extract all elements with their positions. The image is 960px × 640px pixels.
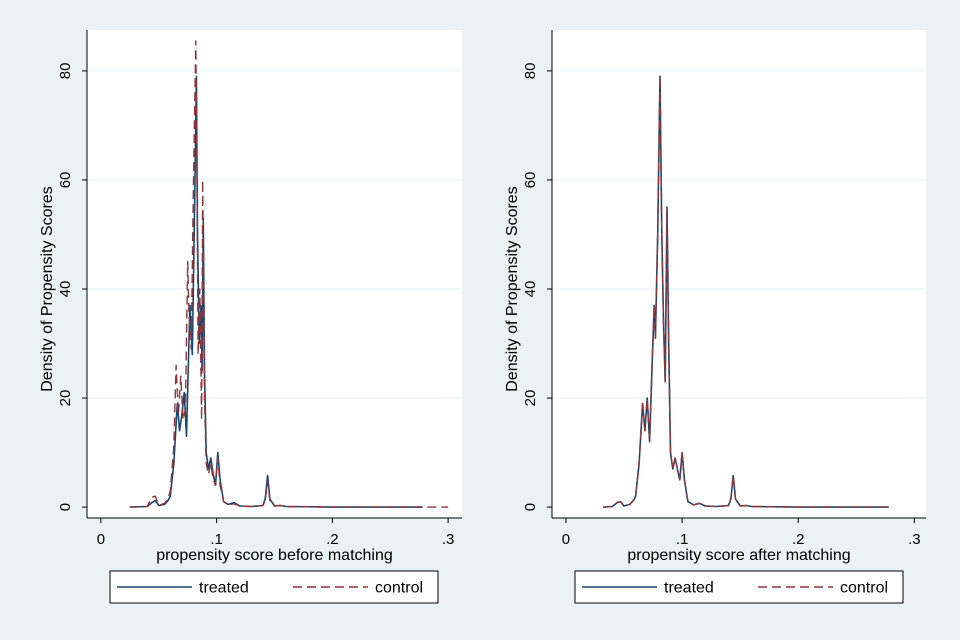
x-tick-label: .3 xyxy=(442,531,455,548)
legend-label-control: control xyxy=(840,580,888,597)
legend: treated control xyxy=(109,570,439,604)
x-tick-label: 0 xyxy=(562,531,570,548)
series-line-control xyxy=(603,75,889,508)
y-tick-label: 20 xyxy=(522,390,539,407)
chart-panel-1: 0 20 40 60 80 0 .1 .2 .3 propensity score before … xyxy=(39,30,462,604)
x-tick-label: .2 xyxy=(326,531,339,548)
x-tick-label: .1 xyxy=(676,531,689,548)
chart-panel-2: 0 20 40 60 80 0 .1 .2 .3 propensity score after m… xyxy=(504,30,926,604)
y-tick-label: 80 xyxy=(57,63,74,80)
y-axis-title: Density of Propensity Scores xyxy=(504,186,521,391)
y-tick-label: 0 xyxy=(522,503,539,511)
x-axis-title: propensity score after matching xyxy=(627,547,850,564)
y-tick-label: 60 xyxy=(57,172,74,189)
legend-label-treated: treated xyxy=(199,580,249,597)
x-tick-label: .1 xyxy=(210,531,223,548)
legend-label-control: control xyxy=(375,580,423,597)
legend: treated control xyxy=(574,570,904,604)
y-tick-label: 0 xyxy=(57,503,74,511)
legend-box xyxy=(109,570,439,604)
x-tick-label: .2 xyxy=(792,531,805,548)
y-tick-label: 20 xyxy=(57,390,74,407)
x-axis-title: propensity score before matching xyxy=(156,547,393,564)
y-tick-label: 60 xyxy=(522,172,539,189)
plot-area xyxy=(87,30,462,518)
plot-area xyxy=(552,30,926,518)
legend-label-treated: treated xyxy=(664,580,714,597)
y-tick-label: 40 xyxy=(522,281,539,298)
y-axis-title: Density of Propensity Scores xyxy=(39,186,56,391)
y-tick-label: 80 xyxy=(522,63,539,80)
y-tick-label: 40 xyxy=(57,281,74,298)
x-tick-label: 0 xyxy=(97,531,105,548)
series-line-control xyxy=(129,40,449,508)
x-tick-label: .3 xyxy=(908,531,921,548)
